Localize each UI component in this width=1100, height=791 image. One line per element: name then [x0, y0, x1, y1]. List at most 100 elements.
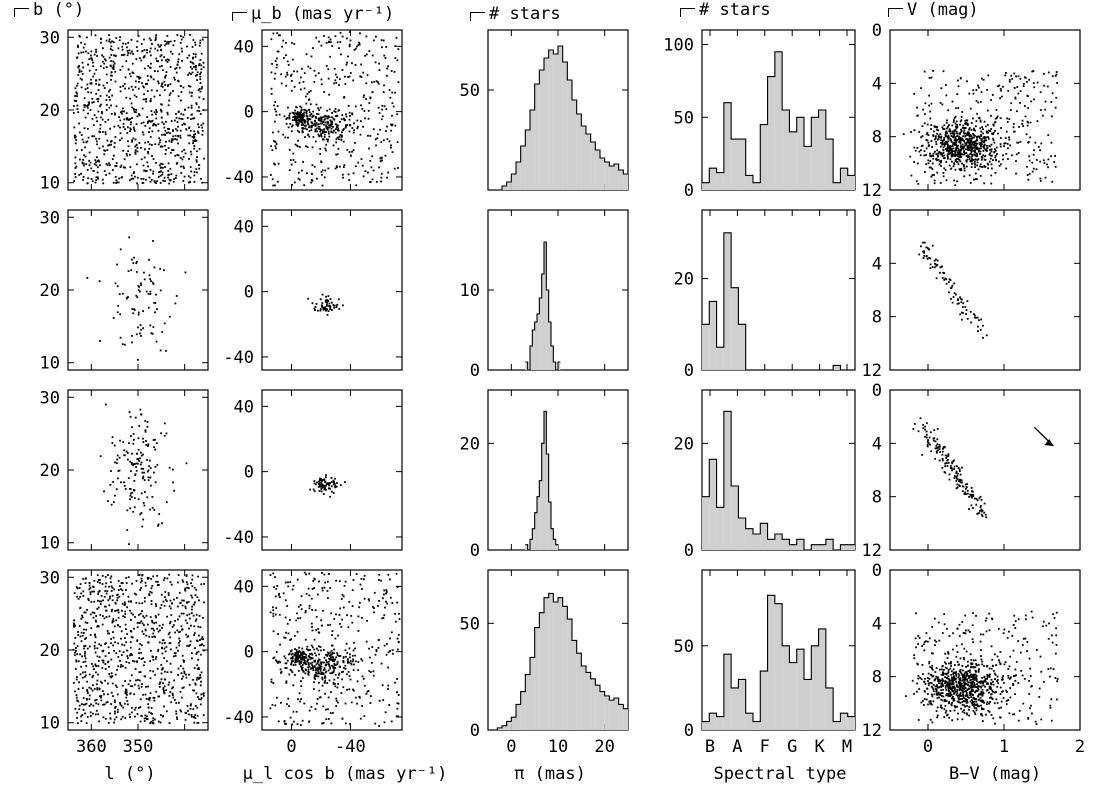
sky-star: [169, 662, 172, 665]
plx-bar: [548, 322, 551, 370]
pm-star: [285, 631, 287, 634]
pm-star: [304, 656, 307, 658]
plx-bar: [506, 721, 512, 730]
cmd-star: [1019, 90, 1022, 93]
sky-star: [182, 667, 185, 670]
sky-star: [173, 76, 176, 79]
cmd-star: [970, 122, 973, 124]
sky-star: [166, 61, 169, 63]
sky-star: [198, 110, 201, 112]
cmd-star: [959, 296, 961, 299]
cmd-star: [954, 137, 957, 140]
cmd-star: [951, 135, 954, 138]
sky-star: [195, 102, 198, 105]
cmd-star: [933, 138, 936, 141]
sky-star: [108, 38, 111, 41]
sky-star: [127, 68, 130, 71]
sky-star: [139, 706, 142, 708]
pm-star: [296, 654, 298, 657]
sky-star: [84, 674, 87, 677]
pm-star: [285, 122, 288, 125]
sky-star: [81, 687, 84, 690]
sky-star: [189, 66, 192, 68]
plx-bar: [604, 695, 610, 730]
pm-star: [330, 490, 333, 493]
sky-star: [139, 513, 142, 516]
sky-star: [149, 54, 152, 57]
cmd-star: [977, 158, 980, 160]
cmd-star: [967, 140, 970, 143]
sky-star: [157, 60, 160, 63]
sky-star: [170, 614, 173, 617]
cmd-star: [970, 160, 973, 163]
sky-star: [95, 683, 98, 686]
pm-star: [384, 57, 387, 59]
sky-star: [152, 658, 155, 661]
cmd-star: [978, 147, 981, 150]
pm-star: [342, 606, 345, 609]
plx-ytick-2-0-label: 0: [470, 541, 480, 561]
sky-star: [84, 660, 87, 663]
sky-star: [114, 701, 116, 704]
pm-star: [294, 648, 296, 650]
pm-star: [328, 679, 331, 682]
sky-star: [73, 105, 75, 107]
cmd-star: [935, 153, 938, 156]
sky-star: [107, 646, 110, 649]
cmd-star: [974, 142, 977, 145]
pm-star: [391, 91, 394, 94]
sky-star: [97, 673, 99, 676]
sky-star: [181, 118, 184, 120]
cmd-star: [992, 131, 995, 134]
sky-star: [165, 74, 167, 77]
pm-star: [293, 654, 296, 657]
spt-bar: [702, 496, 710, 550]
spt-ytick-2-20-label: 20: [674, 434, 694, 454]
plx-bar: [530, 657, 535, 730]
cmd-star: [952, 150, 955, 153]
pm-star: [321, 676, 324, 679]
cmd-star: [1051, 75, 1054, 78]
sky-star: [180, 165, 182, 168]
sky-star: [166, 671, 169, 674]
cmd-star: [980, 91, 983, 93]
sky-star: [168, 642, 171, 645]
spt-bar: [731, 139, 739, 190]
sky-star: [151, 636, 154, 638]
sky-star: [180, 172, 183, 174]
sky-star: [182, 180, 185, 182]
sky-star: [165, 710, 168, 713]
pm-star: [275, 147, 277, 150]
cmd-star: [965, 132, 967, 135]
pm-star: [324, 147, 327, 150]
cmd-star: [959, 160, 962, 163]
sky-star: [159, 714, 162, 716]
pm-star: [313, 69, 316, 72]
pm-star: [304, 638, 307, 641]
sky-star: [101, 54, 104, 57]
cmd-star: [1039, 179, 1042, 182]
sky-star: [110, 691, 113, 694]
cmd-star: [970, 149, 972, 152]
plx-bar: [614, 164, 619, 190]
sky-star: [129, 166, 132, 168]
sky-star: [111, 49, 114, 52]
cmd-star: [1050, 141, 1053, 144]
pm-star: [308, 709, 311, 712]
cmd-star: [931, 244, 934, 247]
plx-bar: [548, 593, 554, 730]
sky-star: [102, 67, 105, 70]
pm-star: [279, 661, 282, 664]
sky-star: [144, 430, 147, 433]
sky-star: [194, 138, 197, 141]
sky-star: [114, 706, 117, 709]
cmd-star: [959, 120, 962, 123]
pm-star: [272, 630, 275, 633]
pm-star: [300, 106, 303, 109]
pm-star: [277, 130, 280, 133]
sky-star: [194, 133, 197, 136]
sky-star: [155, 603, 157, 605]
sky-star: [117, 47, 120, 50]
sky-star: [91, 59, 94, 61]
sky-star: [148, 711, 151, 714]
